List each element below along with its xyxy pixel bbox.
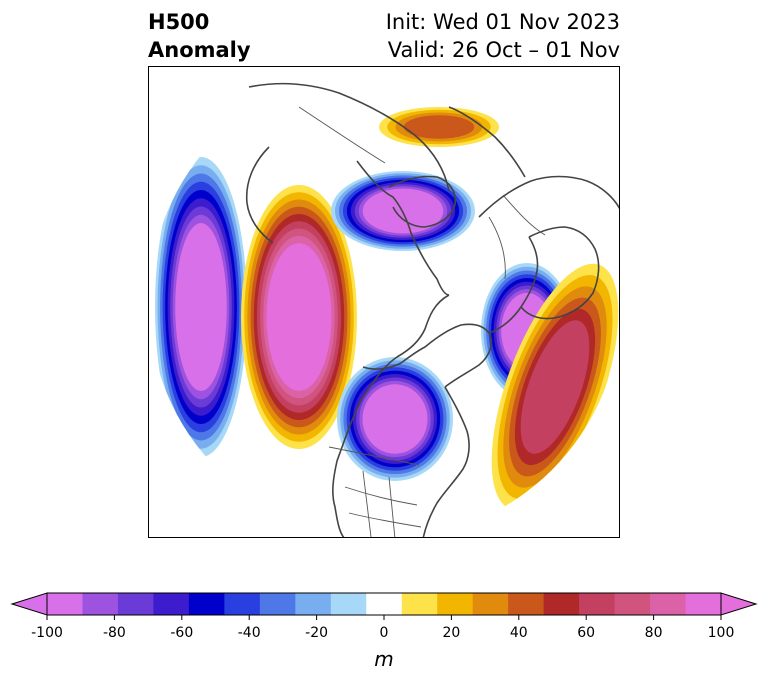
pacific-low-anomaly [155, 157, 247, 457]
coastline-scandinavia [448, 106, 526, 178]
colorbar-tick-label: 100 [707, 625, 735, 641]
colorbar-cell [685, 593, 722, 615]
colorbar-tick-label: 40 [509, 625, 528, 641]
colorbar-cell [401, 593, 438, 615]
valid-info: Init: Wed 01 Nov 2023 Valid: 26 Oct – 01… [386, 8, 620, 64]
map-panel [148, 66, 620, 538]
colorbar-extend-min [10, 592, 48, 616]
border-europe-b [502, 194, 546, 236]
colorbar-tick-label: 80 [644, 625, 663, 641]
colorbar [10, 592, 758, 620]
contour-band [365, 387, 425, 451]
colorbar-cell [508, 593, 545, 615]
colorbar-cell [472, 593, 509, 615]
coastline-arctic-islands [388, 175, 457, 228]
contour-band [403, 115, 475, 139]
border-states-d [388, 476, 396, 537]
coastlines [245, 82, 619, 537]
coastline-europe [478, 175, 619, 218]
coastline-pacific-arc [356, 160, 450, 296]
political-borders [298, 106, 546, 537]
units-label: m [374, 647, 394, 671]
western-north-america-ridge-anomaly [241, 185, 357, 449]
colorbar-tick-label: -80 [102, 625, 126, 641]
title-line-1: H500 [148, 10, 210, 34]
colorbar-tick-label: -100 [31, 625, 63, 641]
colorbar-cell [82, 593, 119, 615]
border-states-c [362, 470, 372, 537]
colorbar-cell [117, 593, 154, 615]
anomaly-contours [149, 67, 619, 537]
colorbar-cell [188, 593, 225, 615]
border-europe-a [488, 216, 506, 280]
colorbar-cell [579, 593, 616, 615]
colorbar-tick-label: -20 [305, 625, 329, 641]
colorbar-tick-label: 0 [379, 625, 389, 641]
coastline-na-west [332, 294, 450, 537]
chart-title: H500 Anomaly [148, 8, 251, 64]
coastline-greenland-west [488, 236, 539, 334]
colorbar-cell [437, 593, 474, 615]
colorbar-cell [543, 593, 580, 615]
colorbar-cell [153, 593, 190, 615]
atlantic-ridge-anomaly [491, 263, 619, 511]
eastern-north-america-low-anomaly [337, 357, 453, 481]
coastline-kamchatka [245, 146, 274, 244]
contour-band [520, 320, 590, 454]
anomaly-map [149, 67, 619, 537]
colorbar-tick-label: -60 [170, 625, 194, 641]
init-time: Init: Wed 01 Nov 2023 [385, 10, 620, 34]
colorbar-extend-max [720, 592, 758, 616]
colorbar-cell [47, 593, 83, 615]
colorbar-cell [366, 593, 403, 615]
border-states-a [344, 486, 418, 506]
coastline-siberia [248, 82, 450, 192]
border-russia [298, 106, 386, 164]
colorbar-cells [10, 592, 758, 620]
colorbar-cell [295, 593, 332, 615]
colorbar-cell [259, 593, 296, 615]
valid-period: Valid: 26 Oct – 01 Nov [387, 38, 620, 62]
contour-band [177, 231, 225, 383]
coastline-greenland [520, 226, 600, 320]
colorbar-cell [330, 593, 367, 615]
title-line-2: Anomaly [148, 38, 251, 62]
colorbar-tick-label: 20 [442, 625, 461, 641]
border-us-canada [328, 446, 420, 466]
colorbar-cell [650, 593, 687, 615]
colorbar-cell [224, 593, 261, 615]
coastline-na-east [422, 386, 470, 537]
colorbar-tick-label: -40 [237, 625, 261, 641]
contour-band [269, 250, 329, 384]
colorbar-tick-label: 60 [577, 625, 596, 641]
coastline-hudson-bay [362, 323, 493, 388]
border-states-b [348, 512, 422, 528]
siberia-ridge-anomaly [379, 107, 499, 147]
colorbar-cell [614, 593, 651, 615]
